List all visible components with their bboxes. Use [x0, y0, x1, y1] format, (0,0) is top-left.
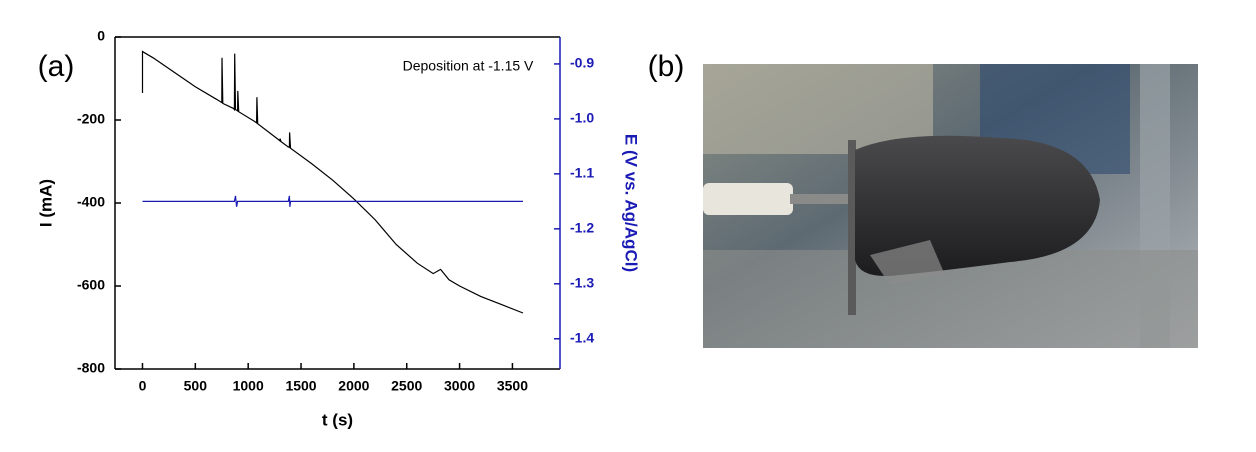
- data-line: [141, 50, 524, 314]
- x-tick-label: 2500: [391, 378, 422, 394]
- x-tick-label: 3000: [444, 378, 475, 394]
- x-tick-label: 1500: [285, 378, 316, 394]
- x-tick-label: 0: [139, 378, 147, 394]
- y-tick-label: -400: [77, 194, 105, 210]
- x-tick-label: 1000: [233, 378, 264, 394]
- y2-axis-label: E (V vs. Ag/AgCl): [622, 134, 641, 272]
- y-tick-label: -200: [77, 111, 105, 127]
- y2-tick-label: -1.2: [570, 220, 594, 236]
- panel-label: (a): [38, 50, 75, 83]
- y-tick-label: 0: [97, 28, 105, 44]
- x-tick-label: 500: [184, 378, 208, 394]
- x-tick-label: 2000: [338, 378, 369, 394]
- annotation: Deposition at -1.15 V: [403, 58, 534, 74]
- y-tick-label: -800: [77, 360, 105, 376]
- panel-label: (b): [648, 50, 685, 83]
- y2-tick-label: -1.3: [570, 275, 594, 291]
- y2-tick-label: -0.9: [570, 55, 594, 71]
- y-axis-label: I (mA): [36, 179, 55, 227]
- x-tick-label: 3500: [497, 378, 528, 394]
- y2-tick-label: -1.1: [570, 165, 594, 181]
- x-axis-label: t (s): [322, 410, 353, 429]
- y-tick-label: -600: [77, 277, 105, 293]
- y2-tick-label: -1.0: [570, 110, 594, 126]
- data-line: [142, 195, 523, 207]
- y2-tick-label: -1.4: [570, 329, 594, 345]
- photo: [703, 64, 1198, 348]
